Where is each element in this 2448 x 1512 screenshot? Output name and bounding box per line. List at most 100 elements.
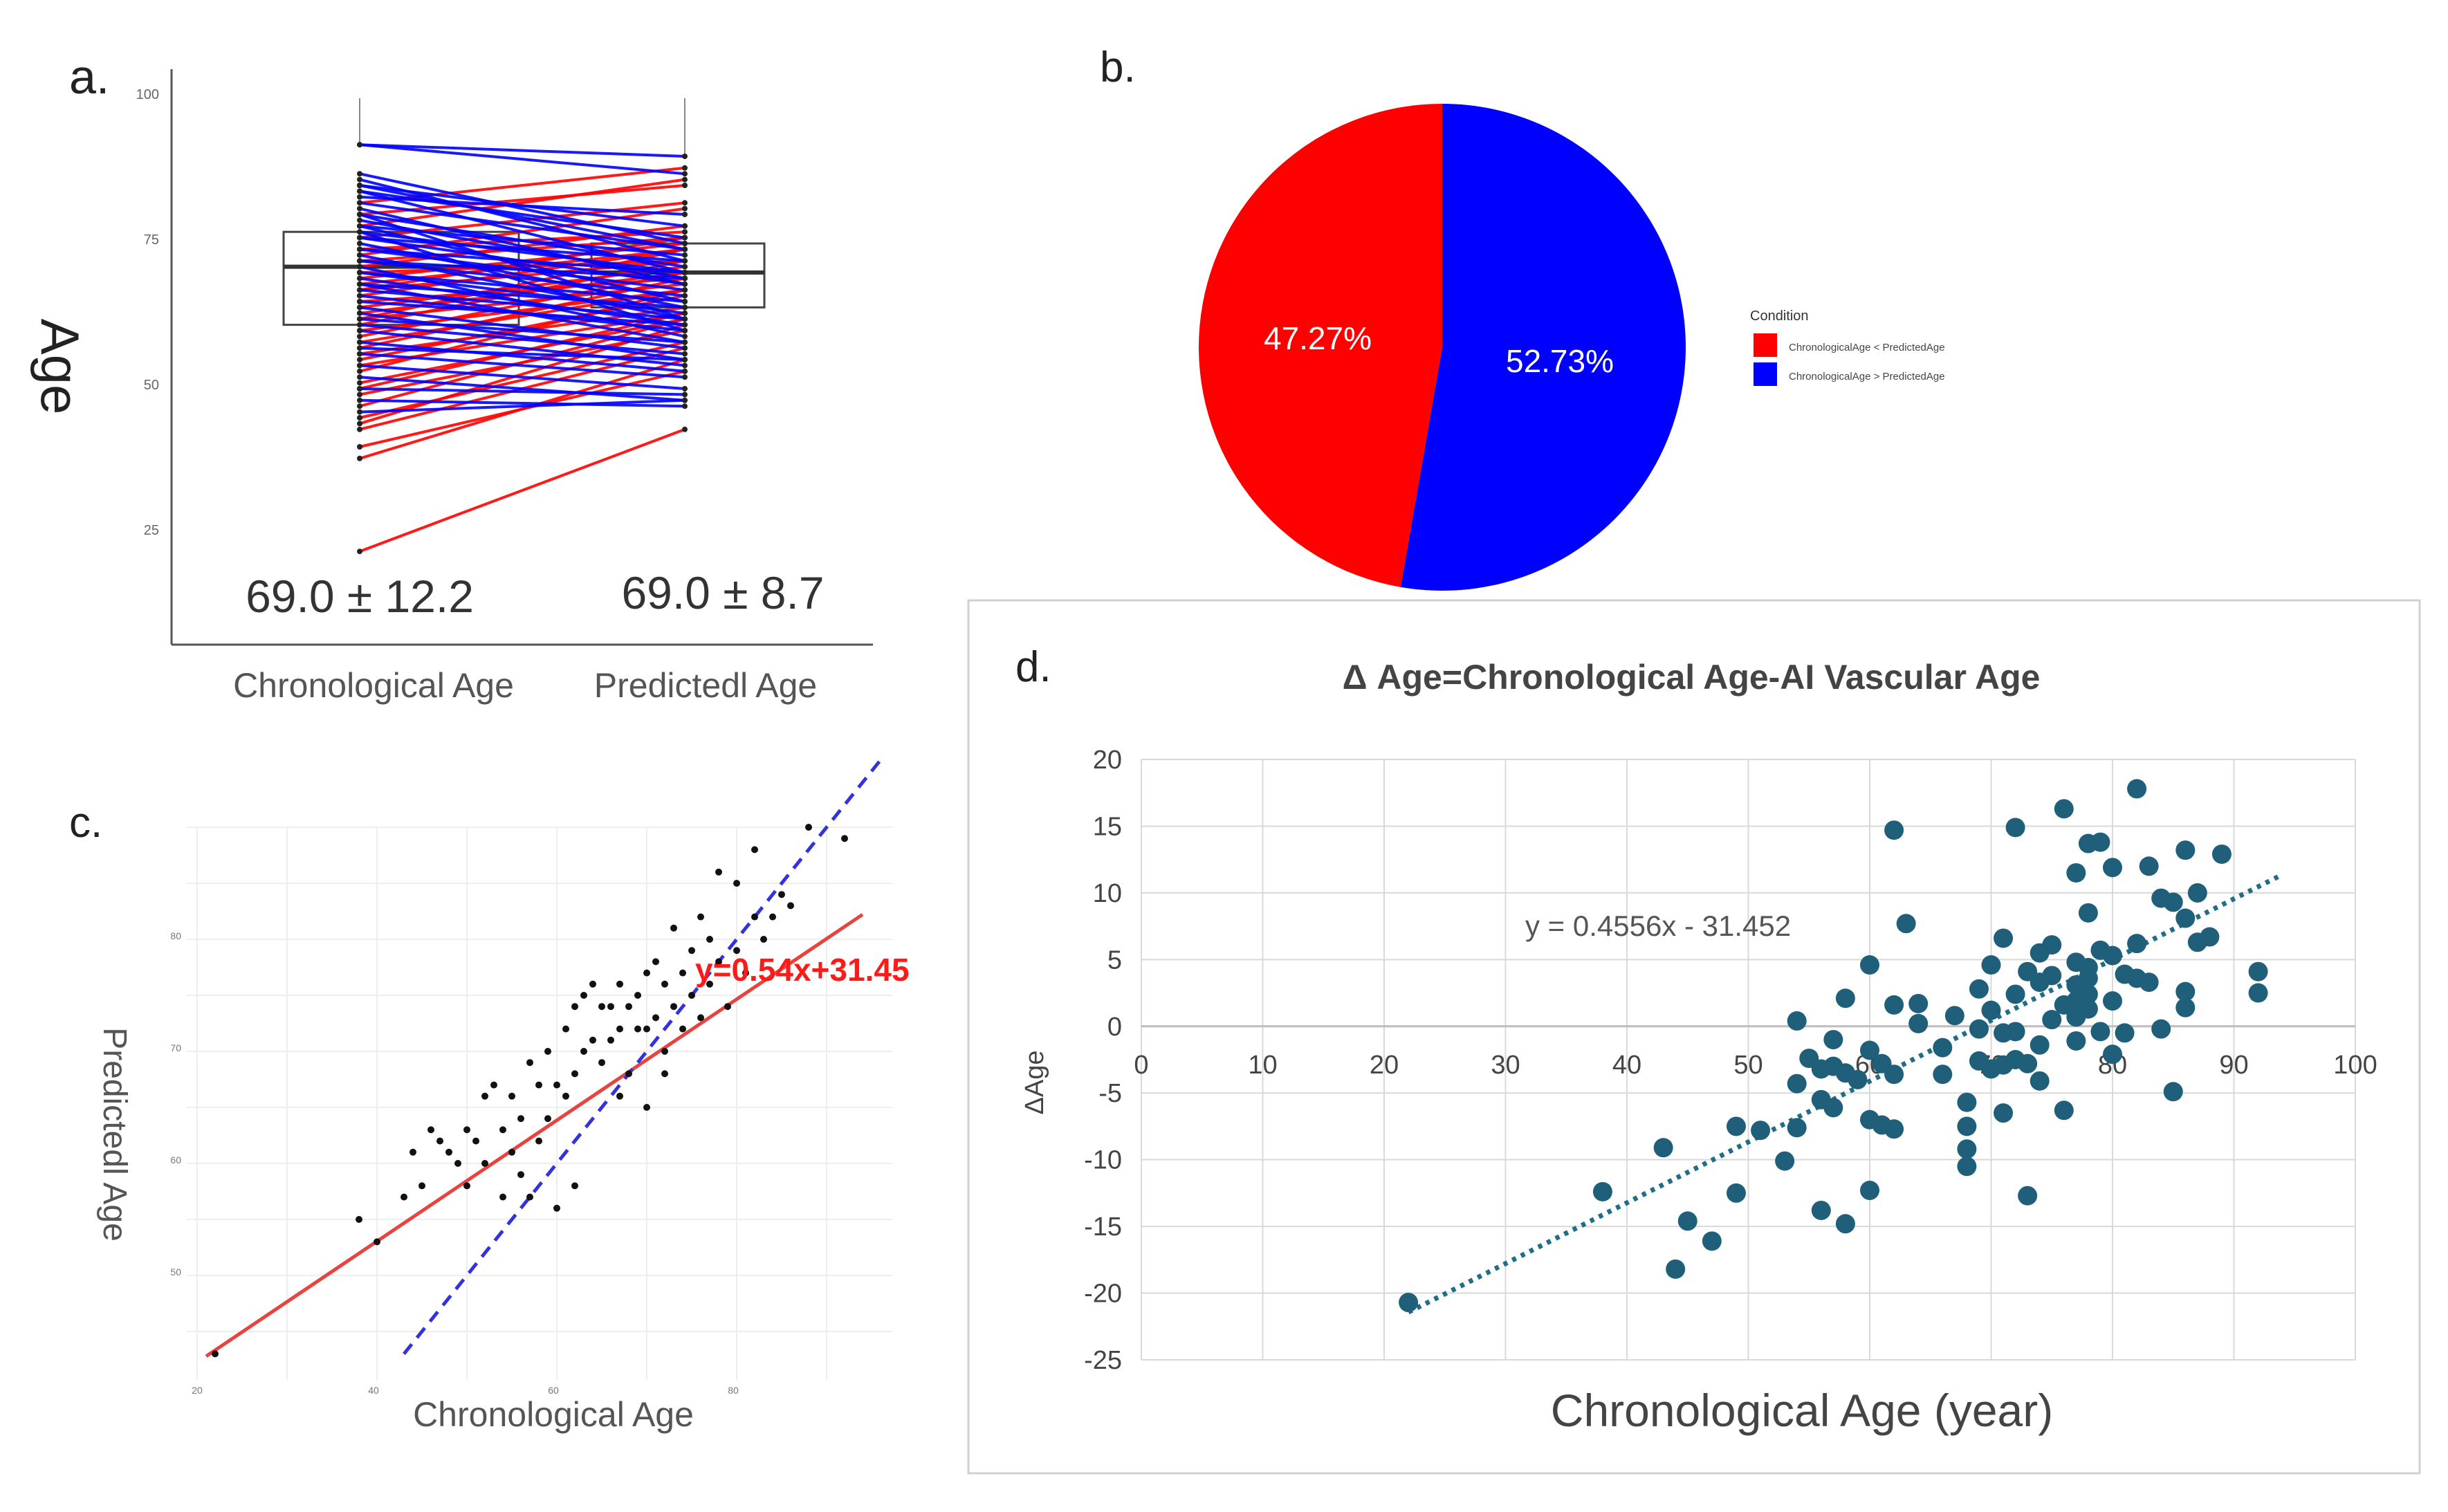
panel-c-point (751, 846, 758, 854)
panel-d-point (1653, 1138, 1673, 1158)
panel-c-point (598, 1003, 605, 1011)
panel-d-point (2103, 991, 2122, 1011)
panel-a-point-predicted (682, 252, 688, 258)
panel-c-point (616, 980, 623, 988)
panel-c-x-tick: 20 (192, 1385, 203, 1396)
panel-d-point (2163, 892, 2183, 912)
panel-c-point (481, 1160, 488, 1167)
panel-d-point (2200, 927, 2220, 947)
panel-a-point-chronological (357, 415, 362, 421)
panel-a-y-tick: 25 (144, 523, 159, 538)
panel-c-point (535, 1081, 542, 1089)
panel-d-point (1981, 955, 2001, 975)
panel-c-point (625, 1070, 632, 1078)
panel-a-y-tick: 100 (136, 87, 159, 102)
panel-b-legend-swatch-red (1754, 333, 1777, 357)
panel-a-pair-line-blue (359, 207, 685, 286)
panel-a-point-chronological (357, 234, 362, 241)
panel-c-equation: y=0.54x+31.45 (695, 952, 910, 988)
panel-a-pair-line-blue (359, 340, 685, 373)
panel-a-point-predicted (682, 258, 688, 264)
panel-d-point (2248, 961, 2268, 981)
panel-c-letter: c. (69, 799, 102, 847)
panel-d-point (1908, 1013, 1929, 1033)
panel-a-point-predicted (682, 229, 688, 235)
panel-d-point (1969, 979, 1989, 999)
panel-c-point (526, 1193, 533, 1201)
panel-c-point (652, 958, 659, 966)
panel-d-point (2175, 981, 2196, 1002)
panel-a-point-predicted (682, 339, 688, 345)
panel-c-point (454, 1160, 461, 1167)
panel-c-point (212, 1350, 219, 1358)
panel-d-point (1981, 1000, 2001, 1020)
panel-a-point-chronological (357, 217, 362, 223)
panel-d-point (1957, 1139, 1977, 1159)
panel-a-point-predicted (682, 310, 688, 316)
panel-c-point (562, 1025, 569, 1033)
panel-b-slice-label-red: 47.27% (1264, 320, 1372, 356)
panel-d-x-tick: 100 (2333, 1051, 2377, 1080)
panel-a-point-chronological (357, 299, 362, 304)
panel-a-y-tick: 50 (144, 378, 159, 393)
panel-c-point (517, 1171, 524, 1179)
panel-b-slice-red (1198, 104, 1442, 587)
panel-d-point (2078, 968, 2098, 988)
panel-d-point (1835, 988, 1855, 1008)
panel-c-point (535, 1137, 542, 1145)
panel-a-point-predicted (682, 270, 688, 275)
panel-a-pair-line-red (359, 340, 685, 419)
panel-a-point-chronological (357, 275, 362, 282)
panel-a-point-chronological (357, 304, 362, 311)
panel-d-y-tick: -15 (1084, 1213, 1122, 1242)
panel-a-pair-line-blue (359, 201, 685, 251)
panel-a-point-predicted (682, 426, 688, 432)
panel-c-y-tick: 80 (170, 930, 181, 941)
panel-a-pair-line-blue (359, 236, 685, 263)
panel-b-legend-label: ChronologicalAge > PredictedAge (1789, 371, 1945, 382)
panel-a-pair-line-blue (359, 364, 685, 390)
panel-a-pair-line-red (359, 288, 685, 344)
panel-a-point-predicted (682, 368, 688, 374)
panel-a-point-predicted (682, 275, 688, 282)
panel-d-point (2139, 856, 2159, 876)
panel-a-x-category-chrono: Chronological Age (233, 666, 514, 705)
panel-a-point-predicted (682, 328, 688, 333)
panel-d-y-tick: -10 (1084, 1146, 1122, 1175)
panel-a-pair-line-blue (359, 387, 685, 396)
panel-c-point (661, 1070, 668, 1078)
panel-a-point-chronological (357, 362, 362, 369)
panel-d-point (2005, 1022, 2025, 1042)
panel-d-point (2005, 818, 2025, 838)
panel-a-point-chronological (357, 287, 362, 293)
panel-d-frame (967, 599, 2421, 1475)
panel-c-point (724, 1003, 731, 1011)
panel-a-point-predicted (682, 171, 688, 177)
panel-c-point (607, 1003, 614, 1011)
panel-d-point (1823, 1030, 1843, 1050)
panel-c-point (688, 947, 695, 955)
panel-a-pair-line-blue (359, 347, 685, 361)
panel-c-points (212, 824, 848, 1358)
panel-a-point-predicted (682, 397, 688, 403)
panel-c-y-tick: 60 (170, 1154, 181, 1165)
panel-d-point (2151, 1019, 2171, 1039)
panel-a-point-chronological (357, 386, 362, 391)
panel-d-point (1860, 1181, 1879, 1201)
panel-a-point-predicted (682, 374, 688, 380)
panel-c-point (463, 1126, 470, 1134)
panel-a-y-tick: 75 (144, 232, 159, 248)
panel-d-point (1726, 1116, 1746, 1136)
panel-c-y-tick: 70 (170, 1042, 181, 1053)
panel-d-point (2042, 1010, 2062, 1030)
panel-c: c. 20 40 60 80 80 70 60 50 y=0.54x+31.45… (69, 759, 910, 1434)
panel-a-point-predicted (682, 351, 688, 357)
panel-c-point (580, 1048, 587, 1055)
panel-d-point (2018, 1053, 2038, 1073)
panel-a-predicted-stat: 69.0 ± 8.7 (621, 567, 824, 618)
panel-a-point-chronological (357, 322, 362, 328)
panel-a: a. Age 100 75 50 25 69.0 ± 12.2 69.0 ± 8… (30, 50, 873, 705)
panel-a-point-predicted (682, 316, 688, 322)
panel-b-slice-blue (1400, 104, 1686, 591)
